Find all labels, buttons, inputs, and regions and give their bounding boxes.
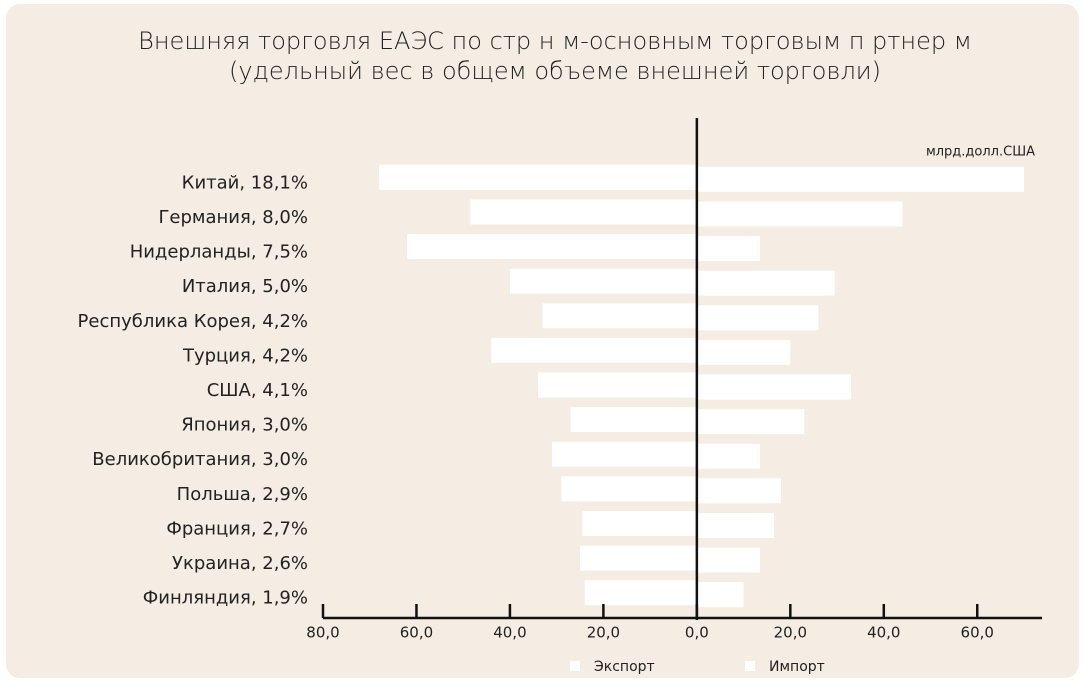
category-label: Турция, 4,2%: [182, 345, 308, 366]
category-label: Япония, 3,0%: [181, 415, 308, 436]
bar: [561, 476, 697, 502]
bar: [696, 512, 774, 538]
x-tick-label: 20,0: [587, 624, 620, 642]
x-tick-label: 40,0: [493, 624, 526, 642]
bar: [580, 545, 697, 571]
bar: [696, 547, 760, 573]
category-label: Финляндия, 1,9%: [143, 588, 308, 609]
bar: [696, 305, 819, 331]
bar: [551, 441, 697, 467]
chart-title: Внешняя торговля ЕАЭС по стр н м-основны…: [138, 27, 972, 55]
category-label: США, 4,1%: [207, 380, 308, 401]
bar: [509, 268, 697, 294]
bar: [696, 374, 852, 400]
bar: [696, 582, 744, 608]
category-label: Украина, 2,6%: [172, 553, 308, 574]
unit-label: млрд.долл.США: [926, 145, 1035, 160]
bar: [696, 339, 791, 365]
x-tick-label: 60,0: [961, 624, 994, 642]
category-label: Италия, 5,0%: [182, 276, 308, 297]
category-label: Польша, 2,9%: [177, 484, 308, 505]
bar: [542, 303, 697, 329]
bar: [491, 337, 697, 363]
bar: [379, 164, 697, 190]
bar: [582, 510, 697, 536]
bar: [570, 407, 697, 433]
x-tick-label: 40,0: [867, 624, 900, 642]
category-label: Германия, 8,0%: [158, 207, 308, 228]
bar: [696, 201, 903, 227]
bar: [407, 234, 697, 260]
x-tick-label: 60,0: [400, 624, 433, 642]
category-label: Франция, 2,7%: [166, 518, 308, 539]
category-label: Великобритания, 3,0%: [92, 449, 308, 470]
category-label: Нидерланды, 7,5%: [130, 242, 308, 263]
bar: [584, 580, 697, 606]
x-tick-label: 20,0: [774, 624, 807, 642]
legend-label: Экспорт: [594, 659, 655, 675]
legend-label: Импорт: [769, 659, 825, 675]
bar: [696, 166, 1024, 192]
legend-swatch: [570, 661, 580, 671]
legend-swatch: [745, 661, 755, 671]
bar: [696, 443, 760, 469]
bar: [537, 372, 697, 398]
category-label: Республика Корея, 4,2%: [78, 311, 308, 332]
bar: [696, 478, 781, 504]
bar: [696, 236, 760, 262]
x-tick-label: 0,0: [685, 624, 709, 642]
chart-subtitle: (удельный вес в общем объеме внешней тор…: [229, 57, 881, 85]
x-tick-label: 80,0: [306, 624, 339, 642]
bar: [696, 409, 805, 435]
category-label: Китай, 18,1%: [182, 172, 308, 193]
bar: [696, 270, 835, 296]
bar: [470, 199, 697, 225]
